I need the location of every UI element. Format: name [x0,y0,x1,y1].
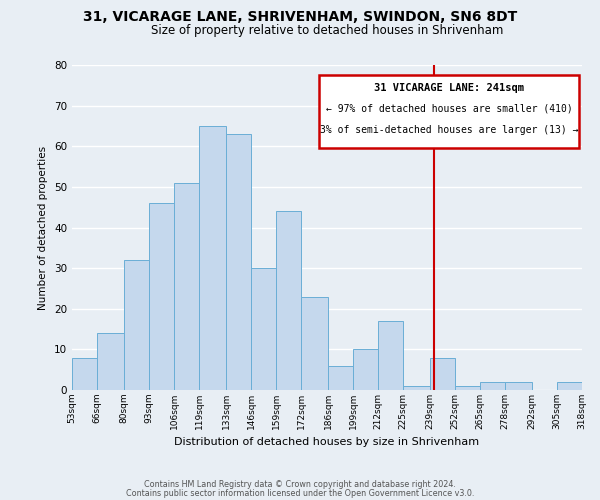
Text: 31, VICARAGE LANE, SHRIVENHAM, SWINDON, SN6 8DT: 31, VICARAGE LANE, SHRIVENHAM, SWINDON, … [83,10,517,24]
Text: 3% of semi-detached houses are larger (13) →: 3% of semi-detached houses are larger (1… [320,124,578,134]
Bar [72,358,97,390]
Bar [328,366,353,390]
Title: Size of property relative to detached houses in Shrivenham: Size of property relative to detached ho… [151,24,503,38]
Bar [226,134,251,390]
Bar [97,333,124,390]
Bar [378,321,403,390]
Bar [251,268,276,390]
Bar [276,211,301,390]
Bar [353,350,378,390]
Bar [455,386,480,390]
Bar [430,358,455,390]
Bar [480,382,505,390]
Text: Contains public sector information licensed under the Open Government Licence v3: Contains public sector information licen… [126,488,474,498]
Bar [301,296,328,390]
Text: Contains HM Land Registry data © Crown copyright and database right 2024.: Contains HM Land Registry data © Crown c… [144,480,456,489]
Bar [174,183,199,390]
FancyBboxPatch shape [319,74,580,148]
X-axis label: Distribution of detached houses by size in Shrivenham: Distribution of detached houses by size … [175,438,479,448]
Bar [505,382,532,390]
Bar [403,386,430,390]
Bar [199,126,226,390]
Bar [124,260,149,390]
Text: 31 VICARAGE LANE: 241sqm: 31 VICARAGE LANE: 241sqm [374,83,524,93]
Bar [557,382,582,390]
Text: ← 97% of detached houses are smaller (410): ← 97% of detached houses are smaller (41… [326,104,573,114]
Y-axis label: Number of detached properties: Number of detached properties [38,146,49,310]
Bar [149,203,174,390]
